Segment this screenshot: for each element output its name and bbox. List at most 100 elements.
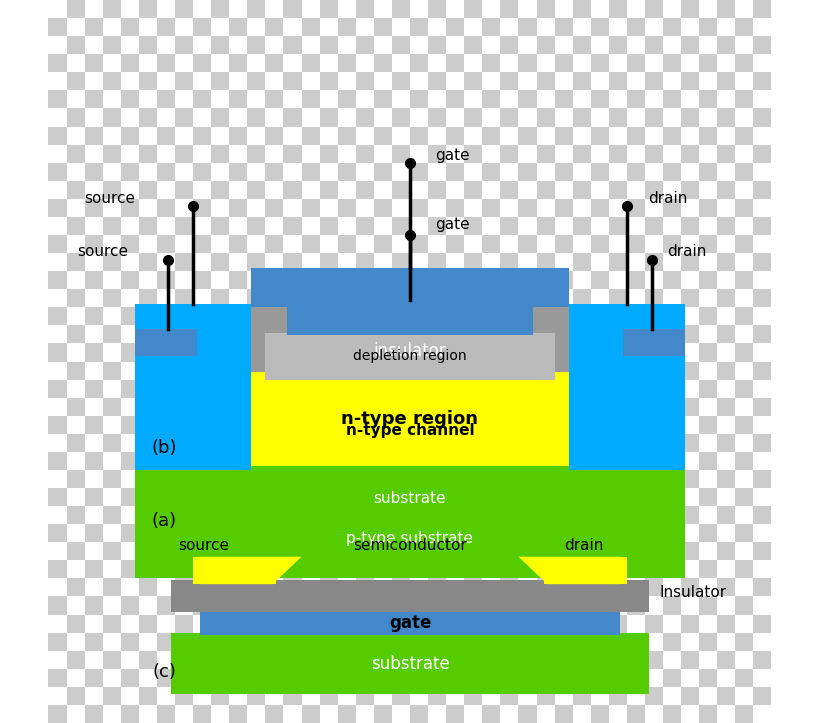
Bar bbox=[735, 343, 753, 362]
Bar bbox=[627, 163, 645, 181]
Bar bbox=[590, 488, 608, 506]
Bar bbox=[717, 145, 735, 163]
Bar bbox=[482, 343, 500, 362]
Bar bbox=[500, 325, 518, 343]
Bar bbox=[138, 362, 156, 380]
Bar bbox=[627, 271, 645, 289]
Bar bbox=[681, 145, 699, 163]
Bar bbox=[590, 90, 608, 108]
Bar bbox=[102, 470, 120, 488]
Bar bbox=[319, 470, 337, 488]
Bar bbox=[247, 542, 265, 560]
Bar bbox=[699, 633, 717, 651]
Text: drain: drain bbox=[648, 192, 687, 206]
Bar bbox=[138, 398, 156, 416]
Bar bbox=[355, 36, 373, 54]
Bar bbox=[135, 448, 684, 578]
Bar bbox=[156, 380, 174, 398]
Bar bbox=[138, 289, 156, 307]
Bar bbox=[192, 90, 211, 108]
Bar bbox=[699, 271, 717, 289]
Bar bbox=[373, 343, 391, 362]
Bar bbox=[663, 271, 681, 289]
Bar bbox=[120, 343, 138, 362]
Bar bbox=[174, 542, 192, 560]
Bar bbox=[554, 127, 572, 145]
Bar bbox=[518, 380, 536, 398]
Bar bbox=[536, 36, 554, 54]
Bar bbox=[410, 524, 428, 542]
Bar bbox=[229, 18, 247, 36]
Bar bbox=[464, 506, 482, 524]
Bar bbox=[138, 506, 156, 524]
Bar bbox=[771, 596, 789, 615]
Bar bbox=[283, 72, 301, 90]
Bar bbox=[735, 669, 753, 687]
Bar bbox=[410, 596, 428, 615]
Bar bbox=[699, 163, 717, 181]
Bar bbox=[663, 524, 681, 542]
Bar bbox=[536, 362, 554, 380]
Bar bbox=[102, 181, 120, 199]
Bar bbox=[156, 669, 174, 687]
Bar bbox=[265, 452, 283, 470]
Bar bbox=[428, 181, 446, 199]
Bar bbox=[717, 36, 735, 54]
Bar bbox=[627, 90, 645, 108]
Bar bbox=[536, 615, 554, 633]
Bar bbox=[337, 633, 355, 651]
Bar bbox=[608, 289, 627, 307]
Bar bbox=[554, 54, 572, 72]
Bar bbox=[102, 289, 120, 307]
Bar bbox=[753, 434, 771, 452]
Bar bbox=[572, 470, 590, 488]
Bar bbox=[355, 145, 373, 163]
Bar bbox=[120, 669, 138, 687]
Bar bbox=[355, 108, 373, 127]
Bar bbox=[572, 687, 590, 705]
Text: source: source bbox=[77, 244, 129, 259]
Bar bbox=[482, 271, 500, 289]
Bar bbox=[120, 307, 138, 325]
Bar bbox=[536, 434, 554, 452]
Bar bbox=[735, 163, 753, 181]
Bar bbox=[645, 289, 663, 307]
Bar bbox=[554, 596, 572, 615]
Bar bbox=[66, 470, 84, 488]
Text: Insulator: Insulator bbox=[658, 586, 726, 600]
Bar bbox=[229, 380, 247, 398]
Bar bbox=[464, 362, 482, 380]
Bar bbox=[135, 466, 684, 531]
Bar bbox=[753, 0, 771, 18]
Bar bbox=[102, 542, 120, 560]
Bar bbox=[482, 307, 500, 325]
Bar bbox=[135, 304, 251, 459]
Bar bbox=[391, 0, 410, 18]
Bar bbox=[627, 452, 645, 470]
Bar bbox=[735, 596, 753, 615]
Bar bbox=[428, 578, 446, 596]
Bar bbox=[120, 488, 138, 506]
Bar bbox=[229, 271, 247, 289]
Bar bbox=[102, 325, 120, 343]
Bar bbox=[464, 470, 482, 488]
Bar bbox=[663, 416, 681, 434]
Bar bbox=[265, 18, 283, 36]
Bar bbox=[663, 18, 681, 36]
Bar bbox=[446, 380, 464, 398]
Bar bbox=[247, 687, 265, 705]
Bar bbox=[554, 633, 572, 651]
Bar bbox=[48, 596, 66, 615]
Bar bbox=[373, 596, 391, 615]
Bar bbox=[337, 343, 355, 362]
Bar bbox=[464, 36, 482, 54]
Bar bbox=[428, 36, 446, 54]
Bar bbox=[572, 253, 590, 271]
Bar bbox=[174, 289, 192, 307]
Bar bbox=[735, 18, 753, 36]
Bar bbox=[211, 181, 229, 199]
Bar bbox=[120, 54, 138, 72]
Bar bbox=[355, 542, 373, 560]
Bar bbox=[48, 452, 66, 470]
Bar bbox=[265, 633, 283, 651]
